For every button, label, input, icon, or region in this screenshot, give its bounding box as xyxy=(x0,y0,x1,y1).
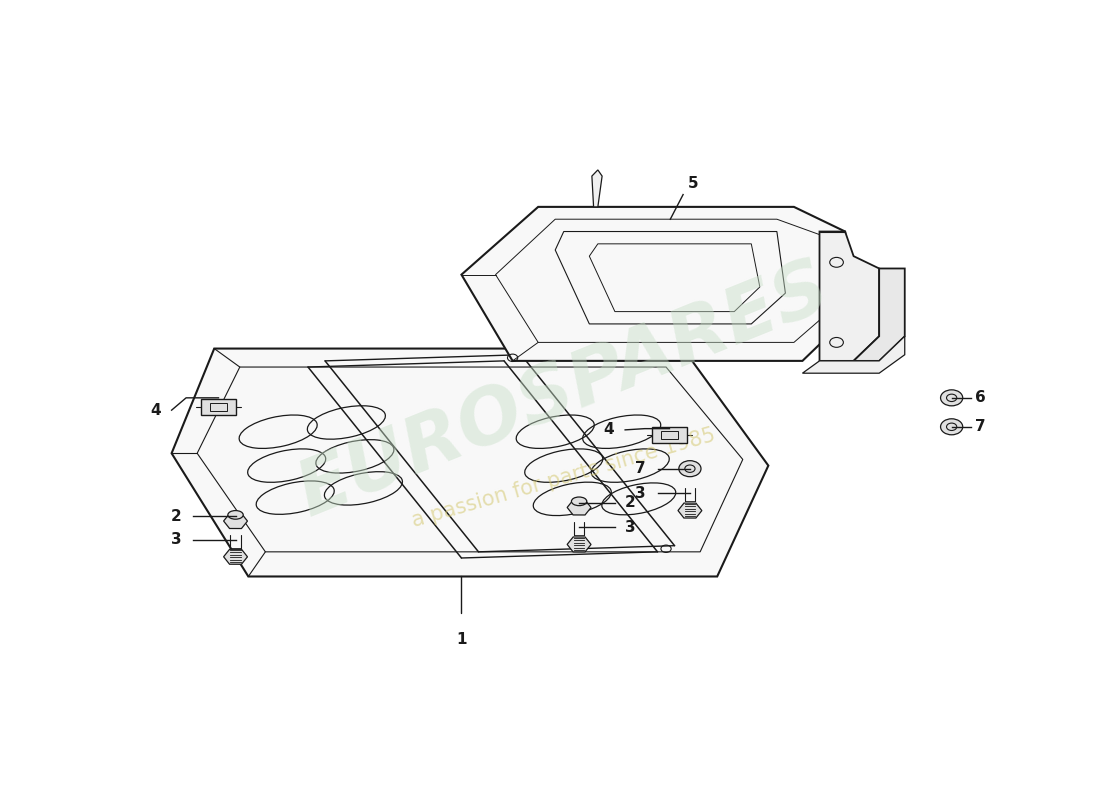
Text: 3: 3 xyxy=(625,520,636,534)
Bar xyxy=(661,430,678,439)
Bar xyxy=(201,399,235,415)
Ellipse shape xyxy=(228,510,243,519)
Text: 1: 1 xyxy=(456,632,466,647)
Bar xyxy=(652,426,686,443)
Text: a passion for parts since 1985: a passion for parts since 1985 xyxy=(409,425,718,531)
Polygon shape xyxy=(820,231,879,361)
Text: 4: 4 xyxy=(604,422,614,438)
Text: 5: 5 xyxy=(688,177,698,191)
Text: 4: 4 xyxy=(151,402,162,418)
Text: 3: 3 xyxy=(172,532,182,547)
Circle shape xyxy=(940,390,962,406)
Ellipse shape xyxy=(571,497,586,506)
Text: 7: 7 xyxy=(635,461,646,476)
Text: 7: 7 xyxy=(975,419,986,434)
Circle shape xyxy=(940,418,962,434)
Polygon shape xyxy=(854,269,904,361)
Polygon shape xyxy=(592,170,602,207)
Text: EUROSPARES: EUROSPARES xyxy=(287,251,840,532)
Polygon shape xyxy=(803,336,904,373)
Circle shape xyxy=(679,461,701,477)
Text: 6: 6 xyxy=(975,390,986,406)
Bar xyxy=(210,403,227,411)
Text: 3: 3 xyxy=(635,486,646,501)
Text: 2: 2 xyxy=(625,495,636,510)
Polygon shape xyxy=(462,207,854,361)
Text: 2: 2 xyxy=(172,509,182,524)
Polygon shape xyxy=(172,349,768,577)
